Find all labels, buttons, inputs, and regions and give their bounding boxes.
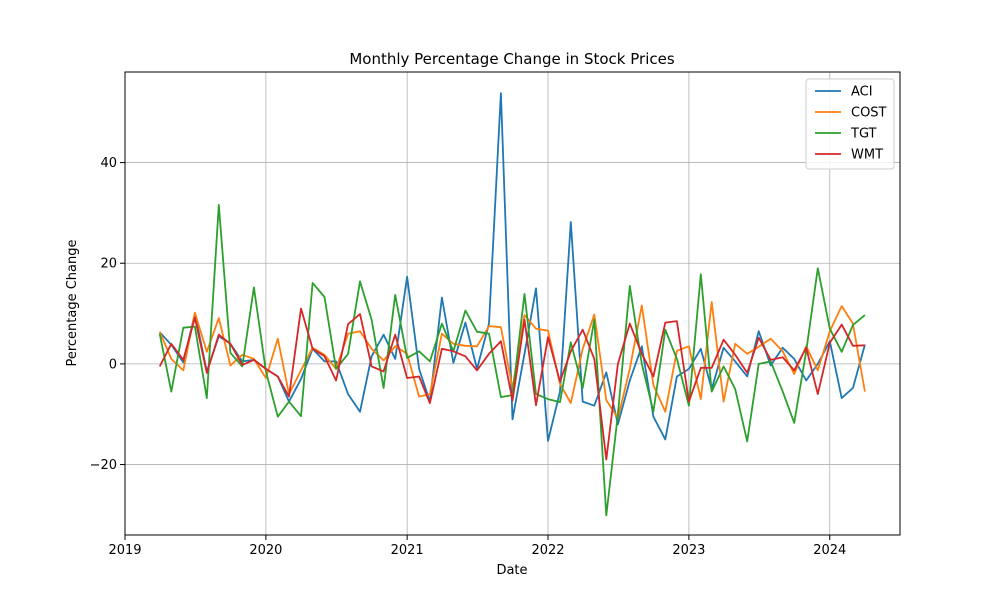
x-tick-label: 2020 bbox=[249, 543, 282, 558]
legend-label-tgt: TGT bbox=[850, 127, 877, 142]
y-axis-label: Percentage Change bbox=[65, 239, 80, 366]
y-tick-label: −20 bbox=[90, 458, 117, 473]
x-axis-label: Date bbox=[496, 563, 527, 578]
y-tick-label: 40 bbox=[100, 156, 117, 171]
x-tick-label: 2024 bbox=[813, 543, 846, 558]
legend-label-wmt: WMT bbox=[851, 148, 883, 163]
x-tick-label: 2021 bbox=[391, 543, 424, 558]
y-tick-label: 0 bbox=[109, 357, 117, 372]
series-lines bbox=[158, 92, 866, 517]
chart-title: Monthly Percentage Change in Stock Price… bbox=[349, 50, 674, 68]
plot-frame bbox=[124, 71, 901, 536]
x-tick-label: 2023 bbox=[672, 543, 705, 558]
legend: ACI COST TGT WMT bbox=[805, 78, 895, 170]
x-tick-label: 2019 bbox=[108, 543, 141, 558]
y-axis-ticks: −20 0 20 40 bbox=[90, 156, 125, 473]
grid-lines bbox=[124, 72, 900, 535]
legend-label-aci: ACI bbox=[851, 85, 873, 100]
legend-box bbox=[805, 78, 895, 170]
y-tick-label: 20 bbox=[100, 257, 117, 272]
x-tick-label: 2022 bbox=[531, 543, 564, 558]
legend-label-cost: COST bbox=[851, 106, 887, 121]
series-line-wmt bbox=[158, 307, 865, 461]
x-axis-ticks: 2019 2020 2021 2022 2023 2024 bbox=[108, 535, 846, 558]
